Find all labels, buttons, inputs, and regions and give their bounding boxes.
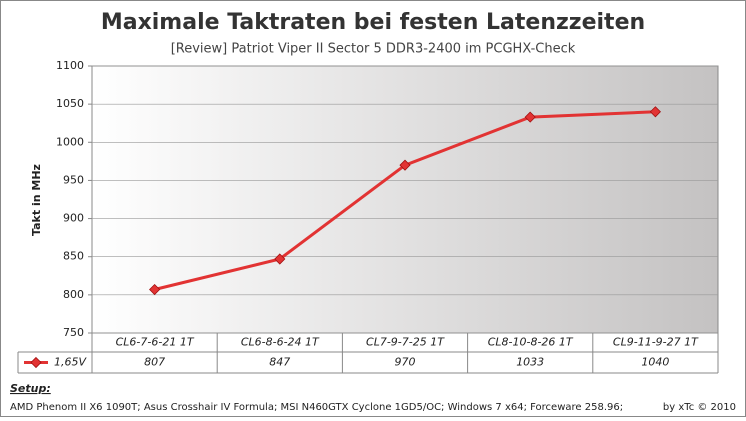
setup-text: AMD Phenom II X6 1090T; Asus Crosshair I… [10, 402, 623, 413]
y-tick-label: 1100 [56, 59, 84, 72]
y-tick-label: 850 [63, 250, 84, 263]
table-value: 970 [395, 356, 416, 369]
point-marker [649, 106, 661, 118]
y-tick-label: 1050 [56, 97, 84, 110]
point-marker [399, 159, 411, 171]
point-marker [274, 253, 286, 265]
chart-title: Maximale Taktraten bei festen Latenzzeit… [101, 10, 645, 35]
x-tick-label: CL8-10-8-26 1T [488, 336, 574, 349]
legend-marker [30, 356, 42, 369]
y-axis-label: Takt in MHz [30, 164, 43, 236]
table-value: 1033 [516, 356, 544, 369]
setup-label: Setup: [10, 382, 51, 395]
point-marker [524, 111, 536, 123]
y-tick-label: 750 [63, 326, 84, 339]
x-tick-label: CL7-9-7-25 1T [366, 336, 445, 349]
y-tick-label: 950 [63, 173, 84, 186]
credit: by xTc © 2010 [663, 402, 736, 413]
x-tick-label: CL9-11-9-27 1T [613, 336, 699, 349]
x-tick-label: CL6-7-6-21 1T [116, 336, 195, 349]
y-tick-label: 800 [63, 288, 84, 301]
point-marker [149, 283, 161, 296]
plot-area [91, 65, 719, 334]
chart-subtitle: [Review] Patriot Viper II Sector 5 DDR3-… [171, 42, 576, 57]
table-value: 1040 [641, 356, 669, 369]
x-tick-label: CL6-8-6-24 1T [241, 336, 320, 349]
table-value: 847 [269, 356, 290, 369]
y-tick-label: 900 [63, 212, 84, 225]
table-value: 807 [144, 356, 165, 369]
y-tick-label: 1000 [56, 135, 84, 148]
legend-label: 1,65V [54, 356, 87, 369]
